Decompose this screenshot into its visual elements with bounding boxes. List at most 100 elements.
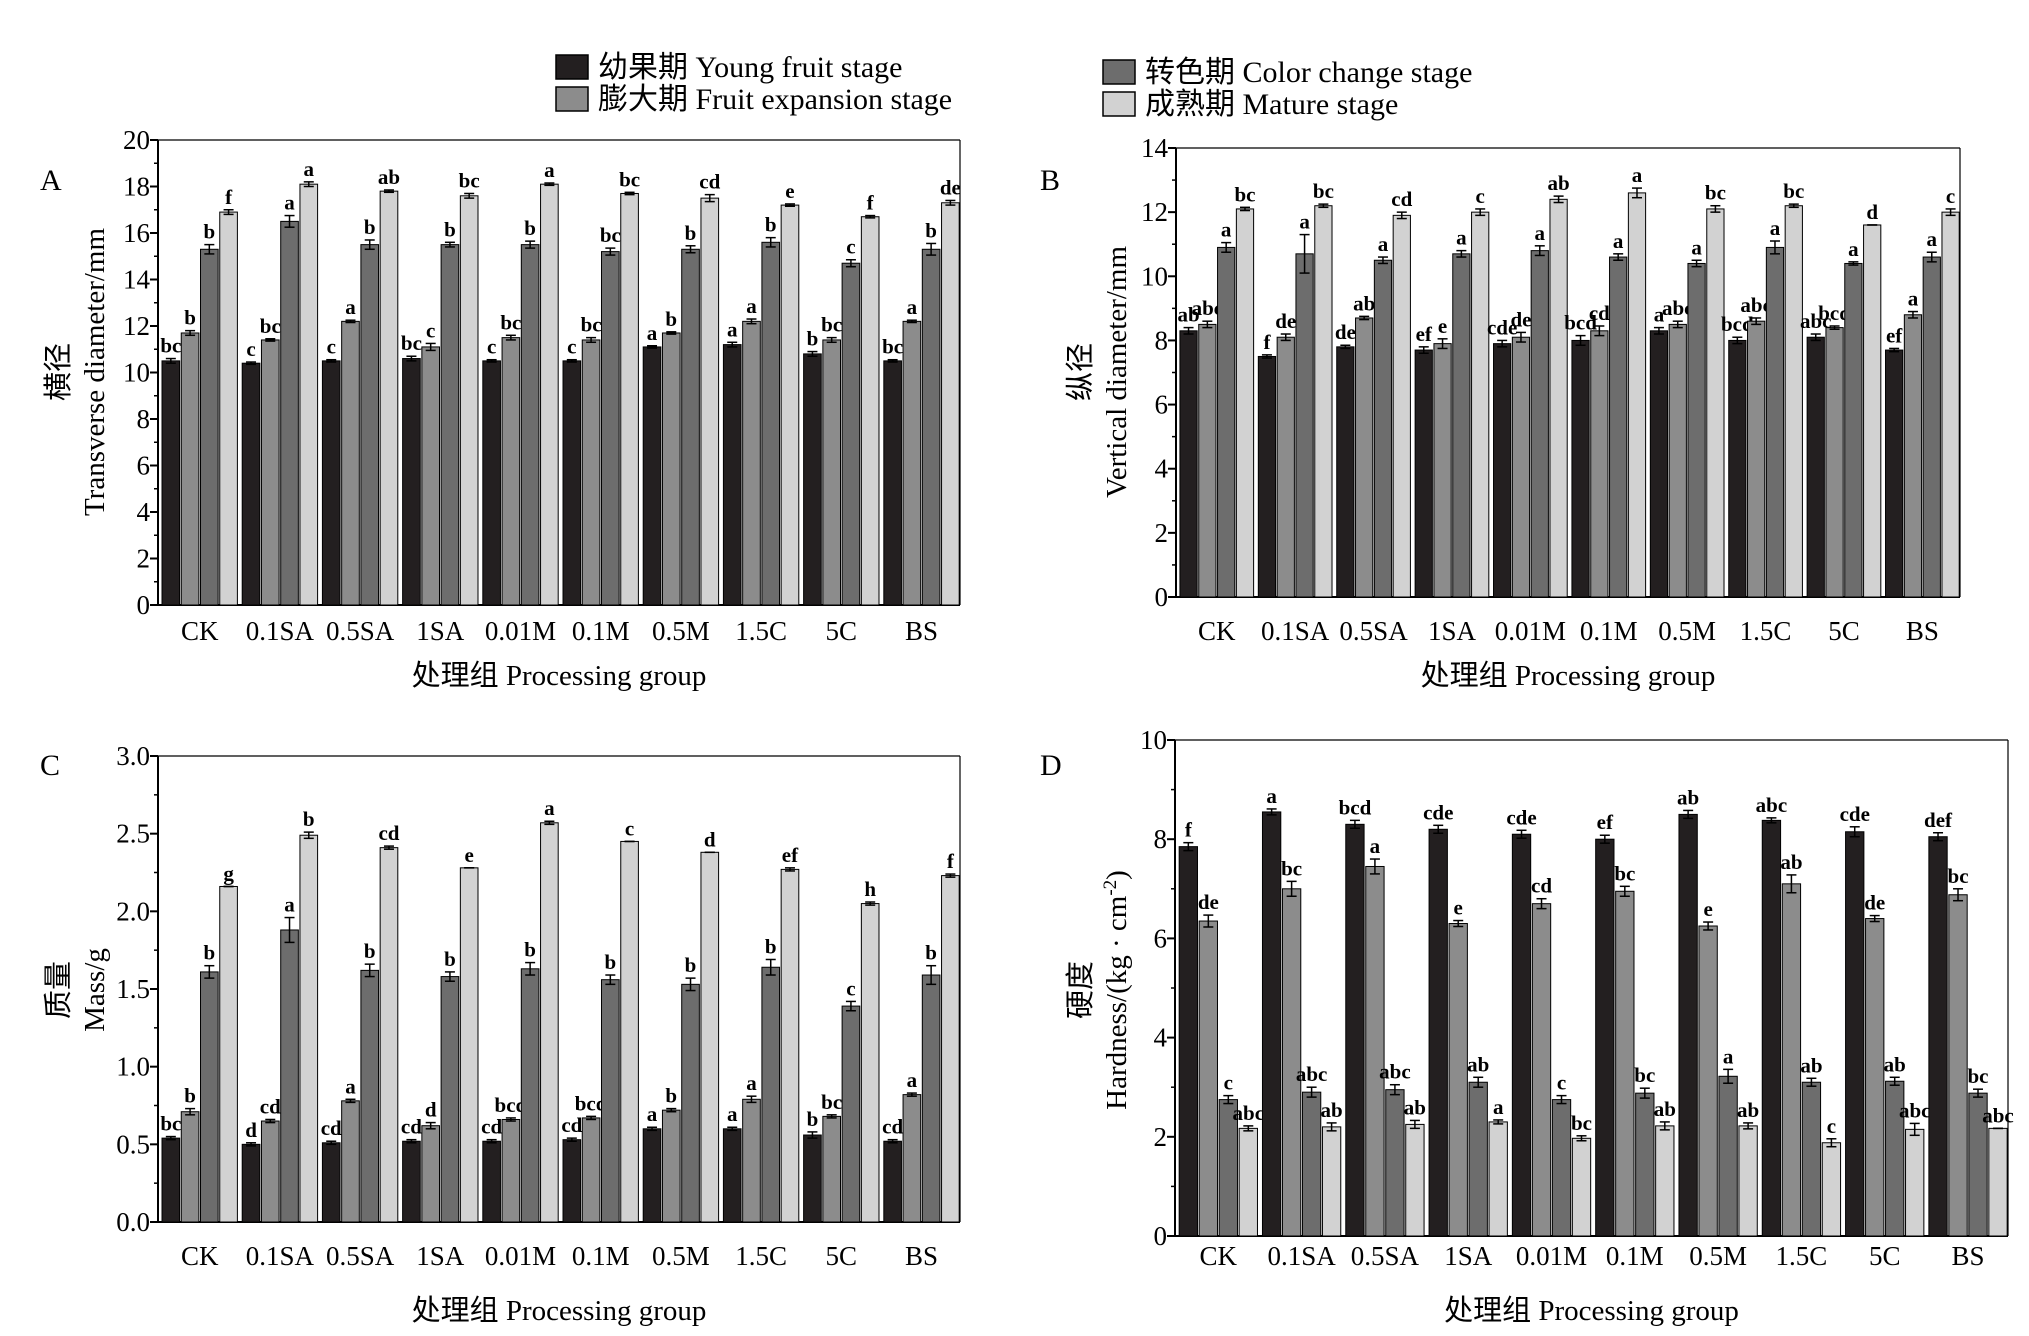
bar: [761, 966, 781, 1223]
y-tick-label: 2: [1154, 1122, 1168, 1152]
significance-label: a: [647, 321, 658, 345]
bar: [1355, 317, 1374, 598]
bar: [1365, 865, 1385, 1237]
category-label: CK: [181, 616, 219, 646]
significance-label: a: [1632, 163, 1643, 187]
bar: [620, 840, 639, 1223]
y-tick-label: 0: [1154, 1221, 1168, 1251]
significance-label: bc: [459, 168, 480, 192]
y-axis-title-cn: 质量: [42, 961, 75, 1019]
category-label: 0.5SA: [326, 616, 395, 646]
significance-label: bc: [1234, 182, 1255, 206]
significance-label: a: [647, 1102, 658, 1126]
significance-label: d: [245, 1118, 257, 1142]
bar: [501, 1118, 521, 1223]
bar: [241, 362, 261, 606]
bar: [1738, 1125, 1758, 1237]
bar: [1678, 813, 1698, 1237]
significance-label: a: [284, 893, 295, 917]
significance-label: c: [246, 337, 255, 361]
significance-label: f: [947, 849, 955, 873]
significance-label: a: [1613, 229, 1624, 253]
significance-label: ab: [1177, 303, 1199, 327]
bar: [1511, 336, 1531, 598]
category-label: 0.5SA: [1339, 616, 1408, 646]
y-tick-label: 8: [137, 404, 151, 434]
significance-label: ef: [1886, 323, 1903, 347]
significance-label: bc: [500, 310, 521, 334]
bar: [1549, 198, 1568, 598]
category-label: 1.5C: [735, 1241, 787, 1271]
bar: [1806, 336, 1825, 598]
significance-label: c: [1224, 1071, 1233, 1095]
bar: [902, 1094, 922, 1223]
legend-label-expansion: 膨大期 Fruit expansion stage: [598, 83, 952, 116]
legend-swatch-young: [555, 54, 589, 80]
y-axis-title-en: Mass/g: [79, 948, 111, 1032]
bar: [1530, 250, 1549, 598]
bar: [1863, 224, 1882, 598]
category-label: CK: [1198, 616, 1236, 646]
bar: [180, 1111, 200, 1223]
significance-label: abc: [1379, 1060, 1411, 1084]
y-tick-label: 6: [1155, 390, 1169, 420]
bar: [161, 1137, 181, 1223]
legend-label-mature: 成熟期 Mature stage: [1145, 88, 1398, 121]
significance-label: c: [1557, 1071, 1566, 1095]
significance-label: b: [184, 1084, 196, 1108]
bar: [1728, 339, 1747, 598]
bar: [1471, 211, 1490, 598]
significance-label: c: [1946, 184, 1955, 208]
significance-label: bc: [882, 335, 903, 359]
bar: [1781, 883, 1802, 1237]
category-label: 1SA: [416, 1241, 465, 1271]
bar: [1405, 1123, 1425, 1237]
significance-label: b: [807, 327, 819, 351]
significance-label: cde: [1840, 802, 1870, 826]
bar: [581, 1117, 601, 1223]
bar: [860, 216, 880, 606]
bar: [1321, 1126, 1342, 1237]
y-tick-label: 0.0: [116, 1207, 150, 1237]
bar: [501, 337, 521, 606]
y-axis-title-superscript: -2: [1100, 880, 1121, 896]
bar: [1493, 343, 1512, 598]
significance-label: ab: [1800, 1053, 1822, 1077]
category-label: 0.5M: [652, 616, 710, 646]
y-tick-label: 12: [123, 311, 150, 341]
significance-label: c: [1476, 184, 1485, 208]
bar: [1761, 819, 1782, 1237]
category-label: 0.1M: [1580, 616, 1638, 646]
significance-label: b: [203, 941, 215, 965]
significance-label: ab: [1884, 1052, 1906, 1076]
y-tick-label: 1.0: [116, 1052, 150, 1082]
significance-label: a: [1266, 784, 1277, 808]
significance-label: e: [1703, 897, 1712, 921]
significance-label: a: [746, 1071, 757, 1095]
significance-label: de: [1198, 890, 1219, 914]
significance-label: b: [807, 1107, 819, 1131]
significance-label: ab: [1467, 1052, 1489, 1076]
y-tick-label: 8: [1155, 325, 1169, 355]
significance-label: b: [665, 1084, 677, 1108]
significance-label: a: [544, 158, 555, 182]
significance-label: e: [465, 843, 474, 867]
bar: [620, 192, 639, 606]
bar: [1511, 833, 1532, 1237]
bar: [1179, 330, 1198, 598]
significance-label: de: [940, 175, 961, 199]
significance-label: cde: [1506, 805, 1536, 829]
bar: [1649, 330, 1669, 598]
significance-label: a: [544, 796, 555, 820]
significance-label: a: [1299, 210, 1310, 234]
significance-label: de: [1335, 320, 1356, 344]
bar: [482, 1140, 501, 1223]
bar: [1314, 205, 1333, 598]
y-tick-label: 0.5: [116, 1129, 150, 1159]
significance-label: c: [846, 235, 855, 259]
legend-item-mature: 成熟期 Mature stage: [1102, 88, 1398, 121]
significance-label: a: [345, 295, 356, 319]
bar: [482, 360, 501, 606]
significance-label: a: [746, 294, 757, 318]
